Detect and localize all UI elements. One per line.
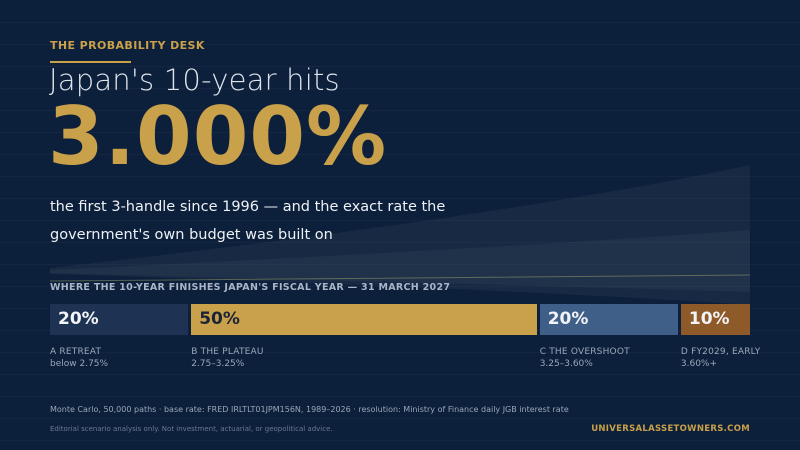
bar-segment-b: 50% (191, 304, 537, 335)
bar-segment-a: 20% (50, 304, 189, 335)
bar-label-c: C THE OVERSHOOT 3.25–3.60% (540, 346, 630, 370)
chart-title: WHERE THE 10-YEAR FINISHES JAPAN'S FISCA… (50, 282, 451, 293)
disclaimer: Editorial scenario analysis only. Not in… (50, 425, 333, 433)
bar-segment-d: 10% (680, 304, 750, 335)
scenario-name: A RETREAT (50, 347, 102, 357)
big-rate-value: 3.000% (48, 90, 388, 183)
scenario-range: 3.60%+ (680, 359, 718, 369)
bar-segment-c: 20% (539, 304, 678, 335)
kicker-label: THE PROBABILITY DESK (50, 39, 205, 52)
fan-outer-band (50, 165, 750, 305)
source-note: Monte Carlo, 50,000 paths · base rate: F… (50, 405, 569, 414)
kicker-rule (50, 61, 131, 63)
scenario-range: 3.25–3.60% (539, 359, 593, 369)
scenario-name: B THE PLATEAU (191, 347, 264, 357)
scenario-range: below 2.75% (50, 359, 109, 369)
brand-link[interactable]: UNIVERSALASSETOWNERS.COM (591, 424, 750, 434)
bar-label-b: B THE PLATEAU 2.75–3.25% (191, 346, 263, 370)
subhead: the first 3-handle since 1996 — and the … (50, 199, 446, 243)
fan-median-line (49, 274, 751, 282)
headline: Japan's 10-year hits (49, 63, 340, 97)
bar-label-d: D FY2029, EARLY 3.60%+ (681, 346, 761, 370)
scenario-range: 2.75–3.25% (191, 359, 245, 369)
bar-label-a: A RETREAT below 2.75% (50, 346, 108, 370)
scenario-name: D FY2029, EARLY (680, 347, 761, 357)
fan-inner-band (50, 230, 750, 292)
scenario-name: C THE OVERSHOOT (539, 347, 630, 357)
